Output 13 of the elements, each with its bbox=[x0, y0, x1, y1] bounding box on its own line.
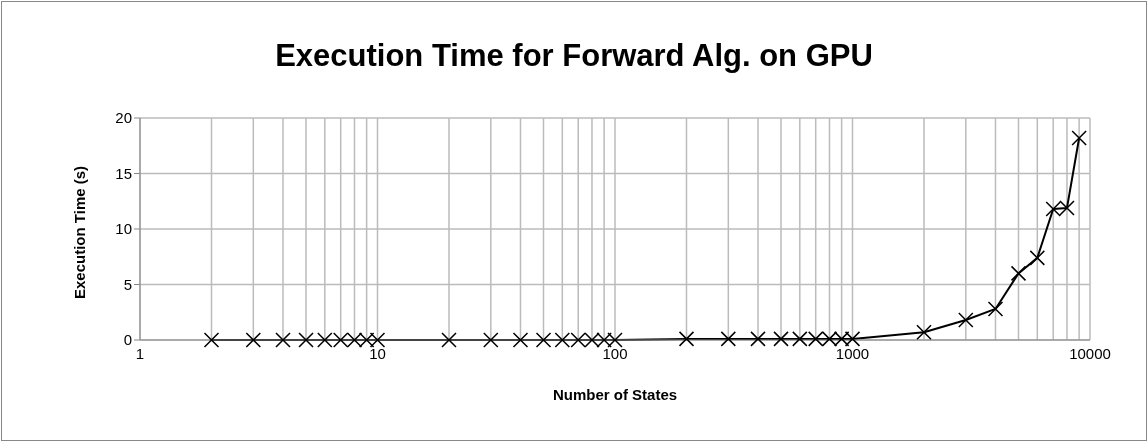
chart-title: Execution Time for Forward Alg. on GPU bbox=[274, 38, 874, 74]
x-tick-label: 1 bbox=[135, 344, 145, 362]
x-tick-label: 100 bbox=[602, 344, 628, 362]
x-tick-label: 10000 bbox=[1069, 344, 1111, 362]
y-tick-label: 5 bbox=[123, 275, 132, 293]
x-tick-label: 10 bbox=[369, 344, 386, 362]
y-tick-label: 10 bbox=[115, 220, 132, 238]
y-tick-label: 20 bbox=[115, 109, 132, 127]
x-axis-title: Number of States bbox=[552, 386, 678, 403]
y-tick-label: 15 bbox=[115, 164, 132, 182]
y-axis-title: Execution Time (s) bbox=[71, 165, 89, 299]
y-tick-label: 0 bbox=[123, 331, 132, 349]
x-tick-label: 1000 bbox=[835, 344, 870, 362]
